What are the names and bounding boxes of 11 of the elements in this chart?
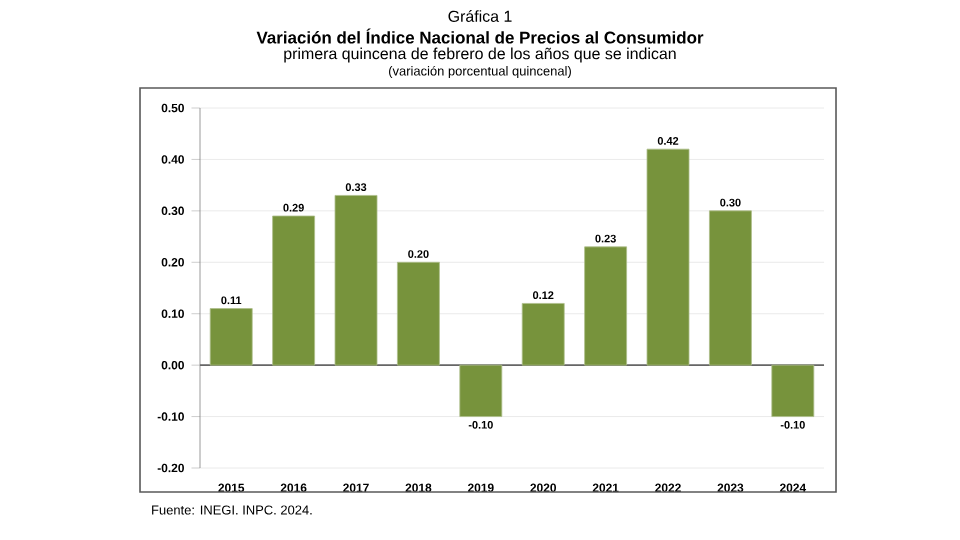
- bar: [771, 364, 815, 417]
- bar: [459, 364, 503, 417]
- bar: [334, 195, 378, 366]
- bar: [209, 308, 253, 366]
- chart-title: Variación del Índice Nacional de Precios al Consumidor: [256, 28, 704, 44]
- bar: [272, 215, 316, 366]
- bar: [521, 303, 565, 366]
- bar: [584, 246, 628, 366]
- bar: [709, 210, 752, 366]
- bar: [397, 261, 440, 366]
- bar: [646, 148, 690, 366]
